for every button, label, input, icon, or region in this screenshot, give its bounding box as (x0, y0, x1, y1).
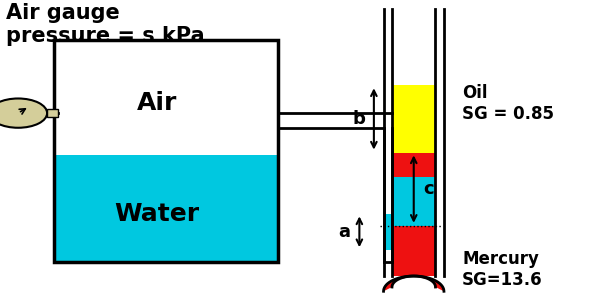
Circle shape (0, 99, 47, 128)
Bar (392, 152, 435, 276)
Text: Mercury
SG=13.6: Mercury SG=13.6 (462, 250, 542, 289)
Bar (392, 85, 435, 152)
Text: Water: Water (115, 202, 200, 226)
Text: c: c (423, 180, 434, 198)
Bar (54, 40, 278, 262)
Bar (47, 109, 58, 117)
Bar (54, 156, 278, 262)
Bar (54, 40, 278, 156)
Polygon shape (384, 276, 444, 291)
Text: a: a (338, 223, 350, 241)
Text: Air gauge
pressure = s kPa: Air gauge pressure = s kPa (6, 3, 205, 46)
Text: Oil
SG = 0.85: Oil SG = 0.85 (462, 84, 554, 123)
Bar (384, 214, 392, 250)
Bar (392, 226, 435, 276)
Bar (392, 177, 435, 226)
Text: Air: Air (137, 91, 178, 115)
Text: b: b (352, 110, 365, 128)
